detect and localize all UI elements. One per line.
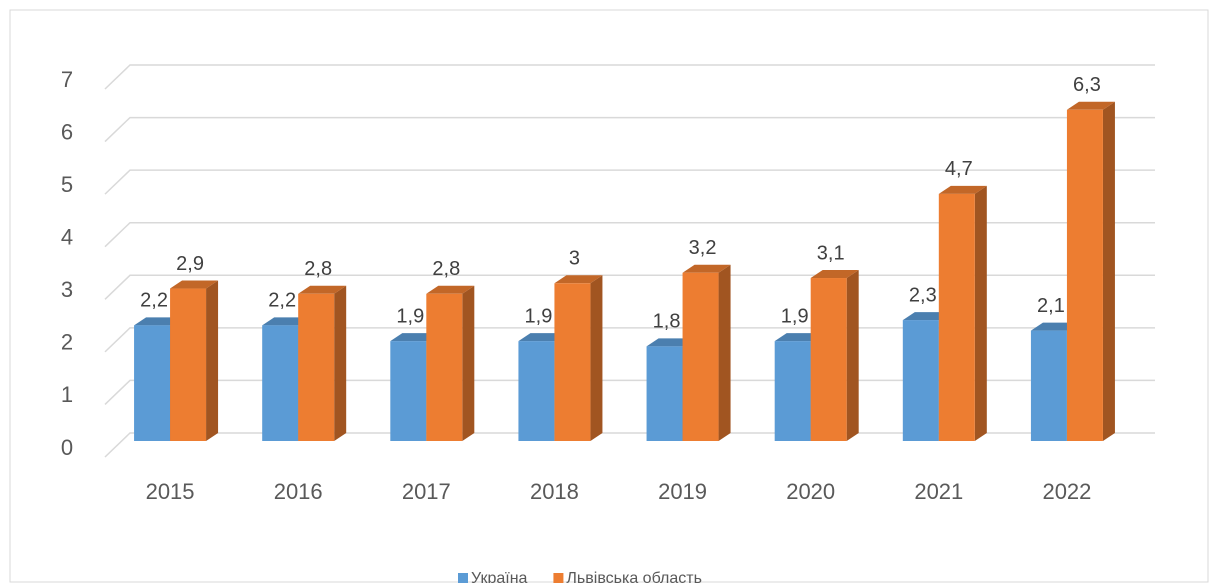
- bar: [426, 285, 475, 441]
- grid-line: [104, 274, 1155, 300]
- x-tick-label: 2019: [658, 479, 707, 504]
- x-tick-label: 2020: [786, 479, 835, 504]
- data-label: 3,2: [689, 237, 717, 259]
- grid-line: [104, 221, 1155, 248]
- grid-line: [104, 169, 1155, 195]
- y-tick-label: 1: [61, 382, 73, 407]
- x-tick-label: 2016: [274, 479, 323, 504]
- data-label: 3: [569, 248, 580, 270]
- y-tick-label: 6: [61, 119, 73, 144]
- bar: [810, 270, 859, 441]
- bar: [554, 275, 603, 441]
- data-label: 2,2: [268, 290, 296, 312]
- y-tick-label: 4: [61, 225, 73, 250]
- data-label: 1,8: [653, 311, 681, 333]
- x-tick-label: 2022: [1042, 479, 1091, 504]
- y-tick-label: 7: [61, 67, 73, 92]
- grid-line: [104, 116, 1155, 143]
- x-tick-label: 2017: [402, 479, 451, 504]
- legend-label: Львівська область: [566, 570, 701, 583]
- data-label: 2,3: [909, 284, 937, 306]
- x-tick-label: 2021: [914, 479, 963, 504]
- data-label: 6,3: [1073, 74, 1101, 96]
- legend-swatch: [458, 573, 468, 583]
- data-label: 2,1: [1037, 295, 1065, 317]
- legend-swatch: [553, 573, 564, 583]
- y-tick-label: 3: [61, 277, 73, 302]
- data-label: 1,9: [525, 305, 553, 327]
- y-tick-label: 5: [61, 172, 73, 197]
- data-label: 4,7: [945, 158, 973, 180]
- data-label: 1,9: [781, 305, 809, 327]
- data-label: 2,9: [176, 253, 204, 275]
- y-tick-label: 2: [61, 330, 73, 355]
- legend-label: Україна: [471, 570, 528, 583]
- grid-line: [104, 64, 1155, 90]
- bar: [938, 185, 987, 441]
- data-label: 2,2: [140, 290, 168, 312]
- x-tick-label: 2018: [530, 479, 579, 504]
- bar: [682, 264, 731, 441]
- data-label: 2,8: [432, 258, 460, 280]
- data-label: 3,1: [817, 242, 845, 264]
- bar: [1066, 101, 1115, 442]
- data-label: 1,9: [396, 305, 424, 327]
- bar: [298, 285, 347, 441]
- x-tick-label: 2015: [146, 479, 195, 504]
- y-tick-label: 0: [61, 435, 73, 460]
- data-label: 2,8: [304, 258, 332, 280]
- bar: [170, 280, 219, 441]
